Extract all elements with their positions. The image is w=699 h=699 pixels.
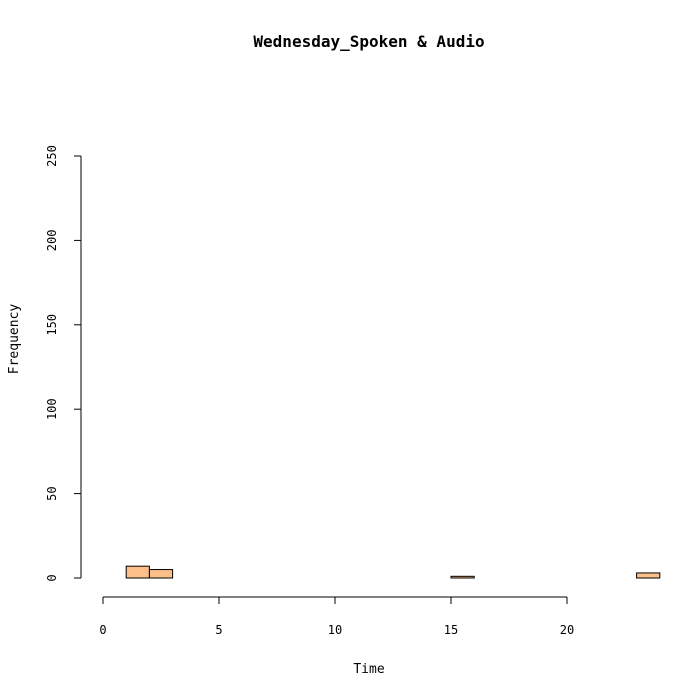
y-tick-label: 200 [45,230,59,252]
y-tick-label: 0 [45,574,59,581]
histogram-bar [148,569,174,579]
x-axis: 0 5 10 15 20 [99,596,574,637]
x-tick-label: 10 [328,623,342,637]
x-tick-label: 0 [99,623,106,637]
histogram-bars [125,565,661,579]
y-tick-label: 50 [45,486,59,500]
y-axis: 0 50 100 150 200 250 [45,145,82,582]
x-tick-label: 15 [444,623,458,637]
histogram-bar [636,572,661,579]
x-axis-label: Time [353,662,384,677]
y-axis-label: Frequency [7,304,22,375]
chart-title: Wednesday_Spoken & Audio [253,32,484,51]
x-axis-ticks: 0 5 10 15 20 [99,597,574,637]
histogram-bar [125,565,150,579]
histogram-bar [450,575,475,579]
y-tick-label: 250 [45,145,59,167]
y-tick-label: 150 [45,314,59,336]
y-tick-label: 100 [45,398,59,420]
x-tick-label: 20 [560,623,574,637]
y-axis-ticks: 0 50 100 150 200 250 [45,145,81,582]
x-tick-label: 5 [215,623,222,637]
